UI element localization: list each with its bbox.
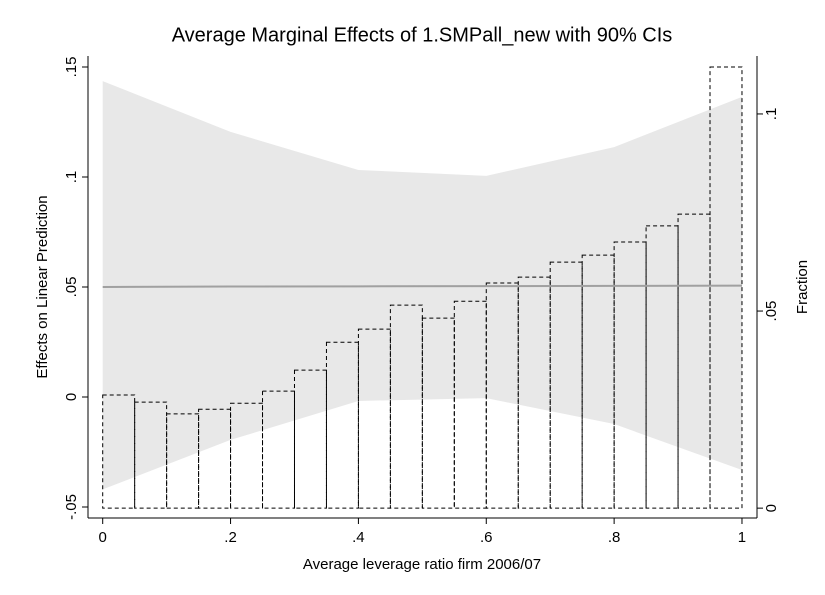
histogram-bar	[709, 66, 743, 509]
histogram-bar	[293, 369, 327, 509]
histogram-bar	[613, 241, 647, 509]
histogram-bar	[549, 261, 583, 509]
histogram-bar	[102, 394, 136, 509]
x-tick-label: 1	[738, 529, 746, 546]
x-axis-label: Average leverage ratio firm 2006/07	[303, 556, 541, 573]
y-tick-label: .15	[63, 57, 80, 78]
y2-axis-label: Fraction	[794, 260, 811, 314]
y2-tick-label: .05	[763, 301, 780, 322]
y2-tick-label: .1	[763, 108, 780, 121]
y-axis-label: Effects on Linear Prediction	[34, 195, 51, 378]
histogram-bar	[517, 276, 551, 509]
y-tick-label: 0	[63, 393, 80, 401]
histogram-bar	[645, 225, 679, 509]
histogram-bar	[485, 282, 519, 509]
histogram-bar	[198, 408, 232, 509]
effect-line	[102, 284, 742, 288]
plot-area	[102, 66, 743, 509]
y-tick-label: -.05	[63, 494, 80, 520]
y2-tick-label: 0	[763, 504, 780, 512]
histogram-bar	[389, 304, 423, 509]
histogram-bar	[166, 413, 200, 509]
histogram-bar	[357, 328, 391, 509]
y-tick-label: .1	[63, 171, 80, 184]
x-tick-label: .6	[480, 529, 493, 546]
x-tick-label: .2	[224, 529, 237, 546]
histogram-bar	[262, 390, 295, 509]
chart-title: Average Marginal Effects of 1.SMPall_new…	[172, 24, 673, 46]
histogram-bar	[581, 254, 615, 509]
x-tick-label: .4	[352, 529, 365, 546]
x-tick-label: .8	[608, 529, 621, 546]
x-tick-label: 0	[99, 529, 107, 546]
y-tick-label: .05	[63, 277, 80, 298]
